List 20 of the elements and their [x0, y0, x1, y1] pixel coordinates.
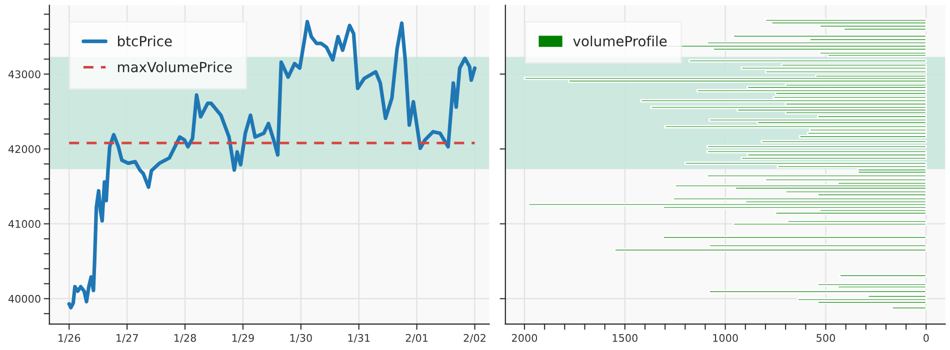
x-tick-label: 1500 — [612, 334, 638, 342]
x-tick-label: 500 — [816, 334, 835, 342]
y-tick-label: 43000 — [8, 70, 40, 78]
y-tick-label: 41000 — [8, 220, 40, 228]
legend-label: volumeProfile — [573, 36, 667, 46]
x-tick-label: 2000 — [512, 334, 538, 342]
x-tick-label: 1/29 — [232, 334, 254, 343]
x-tick-label: 1/30 — [290, 334, 312, 343]
x-tick-label: 1/27 — [116, 334, 138, 343]
y-tick-label: 40000 — [8, 294, 40, 303]
x-tick-label: 2/01 — [406, 334, 428, 343]
x-tick-label: 1/26 — [58, 334, 80, 343]
x-tick-label: 0 — [924, 334, 929, 342]
x-tick-label: 2/02 — [464, 334, 486, 343]
y-tick-label: 42000 — [8, 145, 40, 154]
x-tick-label: 1/31 — [348, 334, 370, 343]
x-tick-label: 1/28 — [174, 334, 196, 343]
x-tick-label: 1000 — [713, 334, 738, 342]
legend-label: btcPrice — [118, 36, 172, 46]
legend-label: maxVolumePrice — [118, 62, 232, 72]
